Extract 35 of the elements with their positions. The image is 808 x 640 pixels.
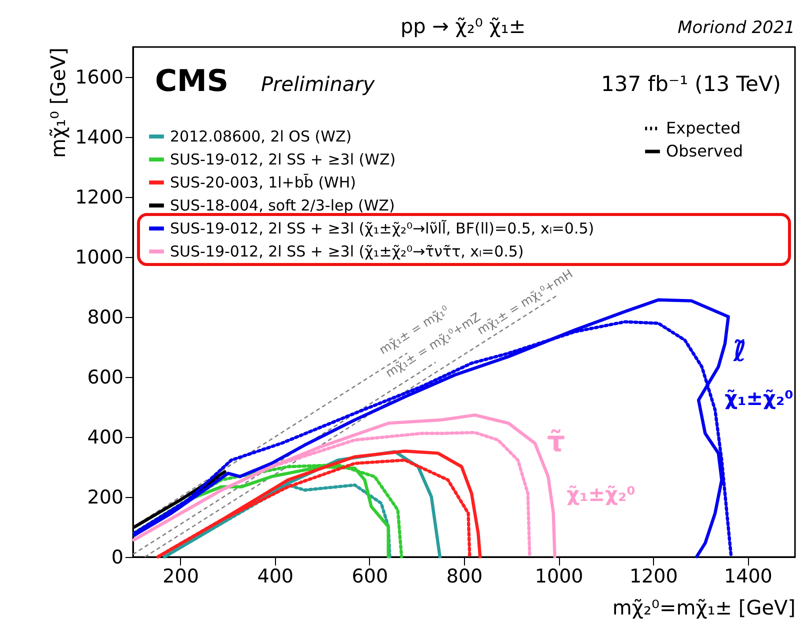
x-tick-label: 400: [257, 566, 294, 588]
legend-label: SUS-19-012, 2l SS + ≥3l (WZ): [170, 150, 396, 168]
y-tick-label: 1200: [75, 186, 124, 208]
y-tick-label: 200: [87, 486, 124, 508]
annotation: τ̃: [547, 425, 566, 458]
annotation: 137 fb⁻¹ (13 TeV): [601, 72, 781, 96]
y-tick-label: 1000: [75, 246, 124, 268]
text: Moriond 2021: [678, 18, 795, 38]
annotation: ℓ̃: [732, 335, 747, 368]
y-tick-label: 0: [111, 546, 124, 568]
y-tick-label: 1600: [75, 66, 124, 88]
legend-label: SUS-19-012, 2l SS + ≥3l (χ̃₁±χ̃₂⁰→τ̃ντ̃τ, xₗ=0.5): [170, 242, 524, 260]
legend-label: SUS-19-012, 2l SS + ≥3l (χ̃₁±χ̃₂⁰→lν̃ll̃, BF(ll)=0.5, xₗ=0.5): [170, 218, 594, 238]
legend-label: SUS-20-003, 1l+bb̄ (WH): [170, 172, 356, 192]
annotation: CMS: [155, 64, 228, 99]
y-tick-label: 1400: [75, 126, 124, 148]
x-tick-label: 200: [162, 566, 199, 588]
x-tick-label: 600: [352, 566, 388, 588]
x-tick-label: 800: [446, 566, 483, 588]
annotation: Preliminary: [261, 72, 376, 96]
annotation: Expected: [666, 118, 741, 138]
y-tick-label: 800: [87, 306, 124, 328]
y-tick-label: 600: [87, 366, 124, 388]
chart-title: pp → χ̃₂⁰ χ̃₁±: [400, 14, 526, 38]
x-axis-title: mχ̃₂⁰=mχ̃₁± [GeV]: [612, 596, 796, 620]
y-axis-title: mχ̃₁⁰ [GeV]: [46, 48, 70, 158]
annotation: χ̃₁±χ̃₂⁰: [566, 482, 636, 506]
legend-label: SUS-18-004, soft 2/3-lep (WZ): [170, 196, 395, 214]
annotation: Observed: [666, 142, 743, 160]
x-tick-label: 1400: [724, 566, 772, 588]
x-tick-label: 1000: [534, 566, 584, 588]
legend-label: 2012.08600, 2l OS (WZ): [170, 128, 352, 146]
y-tick-label: 400: [87, 426, 124, 448]
annotation: χ̃₁±χ̃₂⁰: [724, 386, 794, 410]
x-tick-label: 1200: [629, 566, 678, 588]
